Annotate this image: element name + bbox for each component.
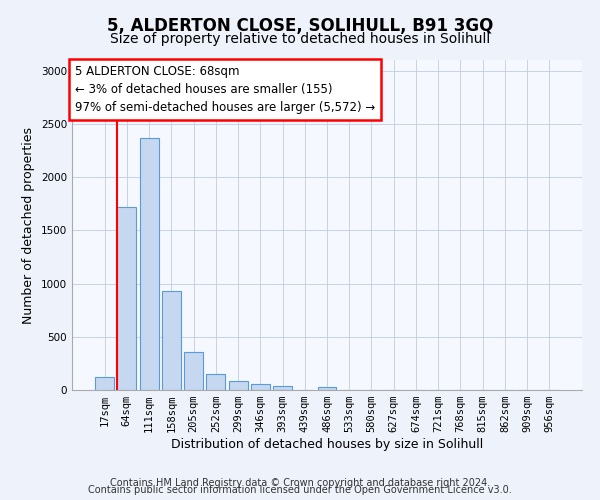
Bar xyxy=(140,138,158,390)
Bar xyxy=(162,291,181,390)
Text: Contains public sector information licensed under the Open Government Licence v3: Contains public sector information licen… xyxy=(88,485,512,495)
X-axis label: Distribution of detached houses by size in Solihull: Distribution of detached houses by size … xyxy=(171,438,483,451)
Text: Contains HM Land Registry data © Crown copyright and database right 2024.: Contains HM Land Registry data © Crown c… xyxy=(110,478,490,488)
Bar xyxy=(251,384,270,390)
Bar xyxy=(184,352,203,390)
Bar xyxy=(206,374,225,390)
Text: 5, ALDERTON CLOSE, SOLIHULL, B91 3GQ: 5, ALDERTON CLOSE, SOLIHULL, B91 3GQ xyxy=(107,18,493,36)
Bar xyxy=(118,207,136,390)
Text: Size of property relative to detached houses in Solihull: Size of property relative to detached ho… xyxy=(110,32,490,46)
Bar xyxy=(95,377,114,390)
Bar xyxy=(273,386,292,390)
Text: 5 ALDERTON CLOSE: 68sqm
← 3% of detached houses are smaller (155)
97% of semi-de: 5 ALDERTON CLOSE: 68sqm ← 3% of detached… xyxy=(74,65,375,114)
Y-axis label: Number of detached properties: Number of detached properties xyxy=(22,126,35,324)
Bar xyxy=(229,382,248,390)
Bar xyxy=(317,386,337,390)
